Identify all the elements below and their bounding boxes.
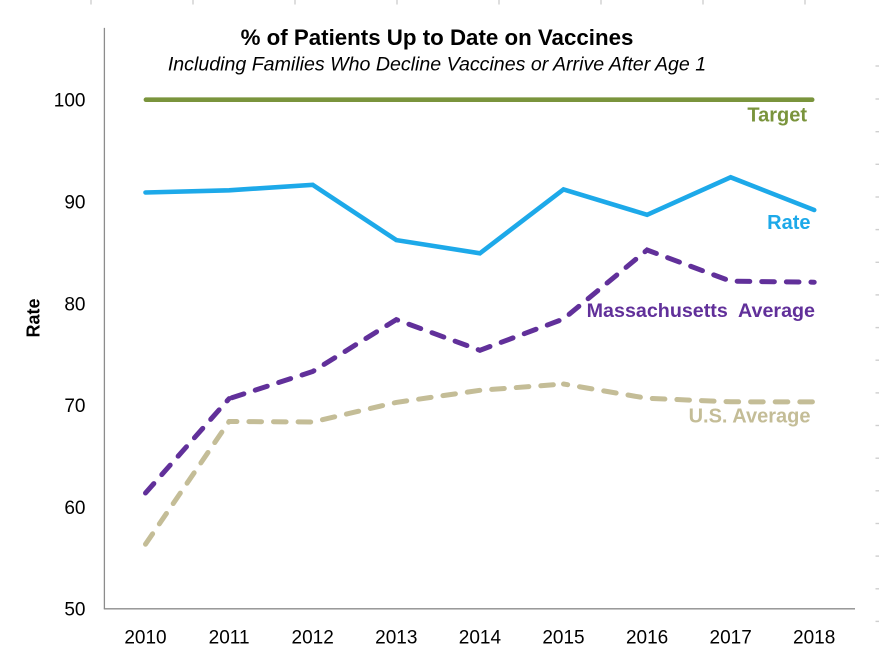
svg-text:60: 60 (64, 498, 85, 519)
svg-text:2017: 2017 (710, 627, 752, 648)
svg-text:90: 90 (64, 192, 85, 213)
svg-text:U.S. Average: U.S. Average (689, 405, 811, 427)
svg-text:2018: 2018 (793, 627, 835, 648)
svg-text:Massachusetts Average: Massachusetts Average (587, 300, 815, 322)
svg-text:2011: 2011 (209, 627, 250, 648)
svg-text:80: 80 (64, 294, 85, 315)
svg-text:70: 70 (64, 396, 85, 417)
svg-text:Target: Target (747, 104, 807, 126)
svg-text:% of Patients Up to Date on Va: % of Patients Up to Date on Vaccines (241, 25, 634, 50)
svg-text:50: 50 (64, 600, 85, 621)
svg-text:2010: 2010 (124, 627, 166, 648)
svg-text:2012: 2012 (292, 627, 334, 648)
svg-text:2016: 2016 (626, 627, 668, 648)
svg-text:100: 100 (54, 91, 86, 112)
svg-text:Including Families Who Decline: Including Families Who Decline Vaccines … (168, 54, 706, 76)
svg-text:Rate: Rate (767, 212, 810, 234)
svg-text:2015: 2015 (542, 627, 584, 648)
svg-text:2014: 2014 (459, 627, 502, 648)
svg-text:2013: 2013 (375, 627, 417, 648)
svg-text:Rate: Rate (24, 298, 44, 337)
